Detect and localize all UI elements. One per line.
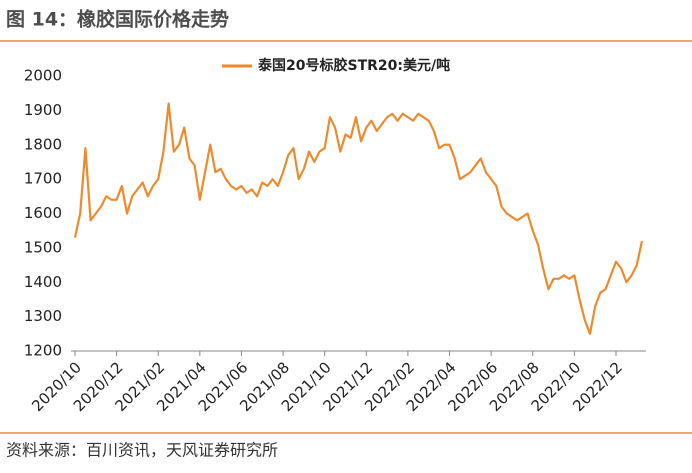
- y-tick-label: 1900: [24, 101, 62, 119]
- chart-title: 图 14：橡胶国际价格走势: [6, 8, 229, 31]
- y-tick-label: 1700: [24, 170, 62, 188]
- source: 资料来源：百川资讯，天风证券研究所: [6, 441, 278, 460]
- y-tick-label: 1800: [24, 135, 62, 153]
- y-tick-label: 1300: [24, 307, 62, 325]
- y-tick-label: 1200: [24, 342, 62, 360]
- y-tick-label: 2000: [24, 67, 62, 85]
- legend-label: 泰国20号标胶STR20:美元/吨: [257, 57, 450, 74]
- y-tick-label: 1500: [24, 238, 62, 256]
- line: [73, 102, 644, 335]
- y-tick-label: 1400: [24, 273, 62, 291]
- y-tick-label: 1600: [24, 204, 62, 222]
